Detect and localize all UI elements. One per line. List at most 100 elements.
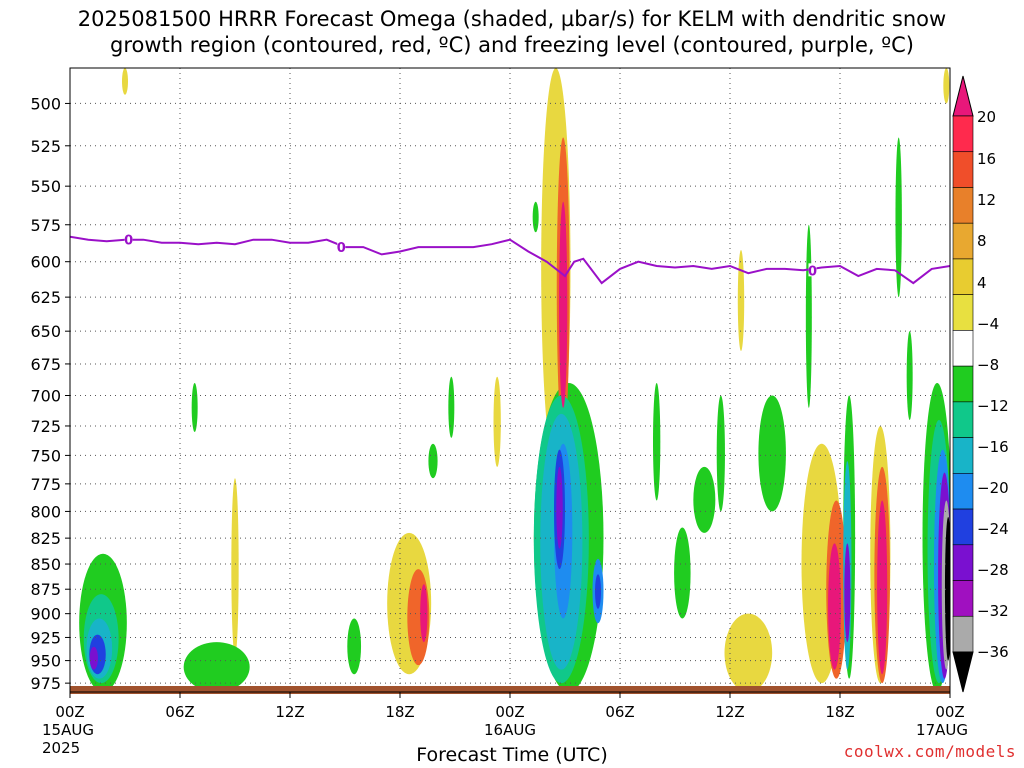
y-tick-label: 750 bbox=[30, 446, 61, 465]
y-axis: 500 525 550 575 600 625 650 675 700 725 750 775 800 8… bbox=[30, 94, 70, 693]
colorbar-label: −16 bbox=[977, 438, 1009, 456]
colorbar-segment bbox=[952, 187, 974, 224]
y-tick-label: 975 bbox=[30, 674, 61, 693]
omega-region bbox=[906, 331, 913, 420]
y-tick-label: 650 bbox=[30, 322, 61, 341]
y-tick-label: 900 bbox=[30, 605, 61, 624]
colorbar-label: 20 bbox=[977, 108, 996, 126]
colorbar-label: −8 bbox=[977, 356, 999, 374]
colorbar: 20 16 12 8 4 −4 −8 −12 −16 −20 −24 −28 −32 −36 bbox=[952, 75, 1009, 693]
colorbar-label: −24 bbox=[977, 520, 1009, 538]
colorbar-segment bbox=[952, 294, 974, 331]
x-axis-label: Forecast Time (UTC) bbox=[416, 744, 608, 766]
y-tick-label: 925 bbox=[30, 628, 61, 647]
omega-region bbox=[828, 543, 841, 670]
omega-region bbox=[844, 543, 851, 643]
colorbar-label: 4 bbox=[977, 274, 987, 292]
freezing-level-label: 0 bbox=[808, 264, 817, 279]
omega-region bbox=[895, 137, 902, 298]
omega-region bbox=[758, 395, 786, 512]
y-tick-label: 700 bbox=[30, 387, 61, 406]
x-tick-label: 00Z bbox=[935, 703, 964, 721]
freezing-level-label: 0 bbox=[124, 234, 133, 249]
y-tick-label: 675 bbox=[30, 355, 61, 374]
omega-region bbox=[693, 466, 716, 533]
colorbar-segment bbox=[952, 365, 974, 403]
y-tick-label: 825 bbox=[30, 529, 61, 548]
freezing-label-bg bbox=[124, 232, 133, 246]
y-tick-label: 525 bbox=[30, 137, 61, 156]
omega-region bbox=[556, 466, 563, 549]
colorbar-label: −4 bbox=[977, 315, 999, 333]
colorbar-label: 16 bbox=[977, 150, 996, 168]
y-tick-label: 850 bbox=[30, 555, 61, 574]
x-tick-label: 06Z bbox=[605, 703, 634, 721]
omega-region bbox=[737, 250, 745, 351]
colorbar-segment bbox=[952, 508, 974, 546]
y-tick-label: 775 bbox=[30, 475, 61, 494]
omega-region bbox=[877, 500, 888, 675]
colorbar-segment bbox=[952, 330, 974, 367]
x-tick-label: 12Z bbox=[275, 703, 304, 721]
colorbar-segment bbox=[952, 401, 974, 438]
omega-region bbox=[89, 646, 98, 670]
omega-region bbox=[183, 642, 250, 692]
omega-region bbox=[231, 478, 239, 657]
omega-region bbox=[805, 224, 812, 408]
x-tick-label: 00Z bbox=[55, 703, 84, 721]
y-tick-label: 575 bbox=[30, 216, 61, 235]
omega-region bbox=[595, 574, 601, 609]
omega-region bbox=[944, 516, 950, 661]
omega-region bbox=[653, 383, 661, 501]
colorbar-segment bbox=[952, 473, 974, 510]
colorbar-segment bbox=[952, 580, 974, 617]
x-tick-label: 00Z bbox=[495, 703, 524, 721]
x-tick-label: 12Z bbox=[715, 703, 744, 721]
omega-region bbox=[448, 376, 455, 438]
omega-shaded-regions bbox=[79, 68, 950, 692]
y-tick-label: 625 bbox=[30, 288, 61, 307]
omega-region bbox=[493, 376, 501, 467]
colorbar-label: −32 bbox=[977, 602, 1009, 620]
freezing-level-line bbox=[70, 235, 950, 285]
colorbar-segment bbox=[952, 615, 974, 653]
freezing-level-label: 0 bbox=[337, 241, 346, 256]
x-tick-date: 17AUG bbox=[916, 721, 968, 739]
grid-lines bbox=[70, 68, 950, 692]
colorbar-label: 12 bbox=[977, 191, 996, 209]
colorbar-segment bbox=[952, 222, 974, 260]
colorbar-segment bbox=[952, 115, 974, 153]
omega-region bbox=[347, 618, 362, 675]
x-tick-date: 15AUG bbox=[42, 721, 94, 739]
x-tick-label: 18Z bbox=[385, 703, 414, 721]
colorbar-segment bbox=[952, 151, 974, 188]
y-tick-label: 875 bbox=[30, 580, 61, 599]
x-tick-year: 2025 bbox=[42, 739, 80, 757]
y-tick-label: 550 bbox=[30, 177, 61, 196]
y-tick-label: 600 bbox=[30, 253, 61, 272]
x-tick-label: 18Z bbox=[825, 703, 854, 721]
colorbar-segment bbox=[952, 544, 974, 581]
chart-title: 2025081500 HRRR Forecast Omega (shaded, … bbox=[77, 7, 947, 57]
omega-region bbox=[724, 613, 773, 692]
omega-region bbox=[122, 68, 128, 95]
y-tick-label: 725 bbox=[30, 417, 61, 436]
omega-region bbox=[428, 443, 438, 479]
colorbar-label: −20 bbox=[977, 479, 1009, 497]
x-tick-label: 06Z bbox=[165, 703, 194, 721]
omega-region bbox=[559, 201, 568, 408]
omega-region bbox=[716, 395, 725, 512]
colorbar-label: 8 bbox=[977, 232, 987, 250]
omega-region bbox=[674, 527, 691, 619]
omega-region bbox=[943, 68, 950, 104]
colorbar-bottom-arrow bbox=[952, 651, 974, 693]
omega-region bbox=[420, 584, 428, 643]
colorbar-segment bbox=[952, 258, 974, 295]
y-tick-label: 800 bbox=[30, 502, 61, 521]
omega-region bbox=[532, 201, 539, 233]
credit-text: coolwx.com/models bbox=[843, 742, 1016, 761]
colorbar-top-arrow bbox=[952, 75, 974, 117]
freezing-label-bg bbox=[808, 263, 817, 277]
freezing-label-bg bbox=[337, 240, 346, 254]
